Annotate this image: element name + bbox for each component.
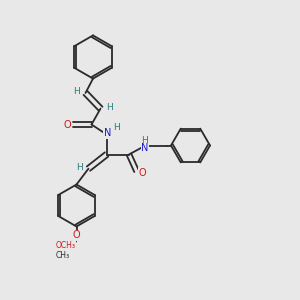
Text: O: O (63, 119, 71, 130)
Text: H: H (73, 87, 80, 96)
Text: H: H (76, 163, 83, 172)
Text: H: H (106, 103, 113, 112)
Text: N: N (104, 128, 111, 138)
Text: H: H (113, 123, 119, 132)
Text: N: N (141, 143, 148, 154)
Text: H: H (142, 136, 148, 146)
Text: O: O (73, 230, 80, 241)
Text: O: O (139, 167, 146, 178)
Text: CH₃: CH₃ (56, 251, 70, 260)
Text: OCH₃: OCH₃ (56, 242, 76, 250)
